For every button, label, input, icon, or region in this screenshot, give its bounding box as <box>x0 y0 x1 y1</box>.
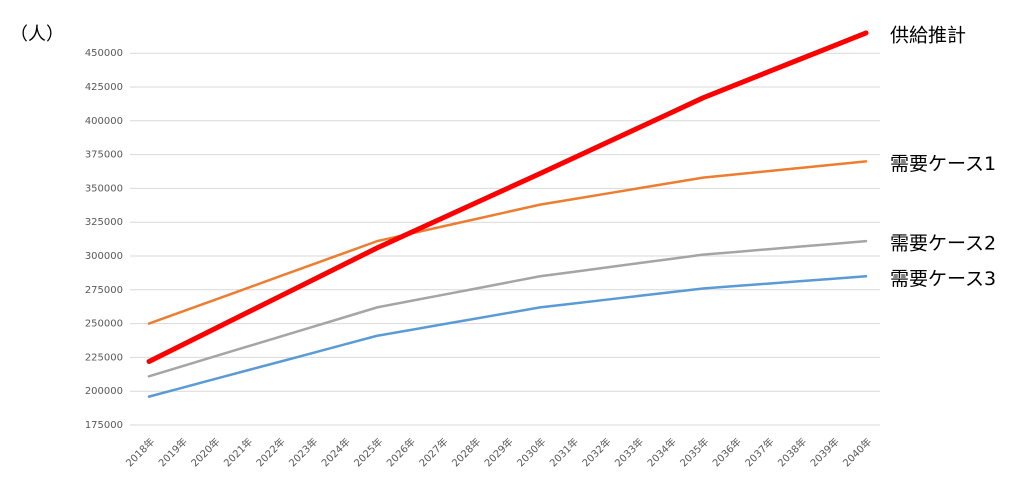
x-tick-label: 2040年 <box>840 435 874 469</box>
y-tick-label: 275000 <box>85 285 123 296</box>
series-line <box>147 239 868 378</box>
x-tick-label: 2035年 <box>677 435 711 469</box>
y-tick-label: 225000 <box>85 352 123 363</box>
unit-label: （人） <box>10 24 64 45</box>
y-tick-label: 375000 <box>85 150 123 161</box>
y-tick-label: 325000 <box>85 217 123 228</box>
series-label: 需要ケース3 <box>890 268 996 290</box>
x-tick-label: 2024年 <box>319 435 353 469</box>
y-tick-label: 425000 <box>85 82 123 93</box>
x-tick-label: 2021年 <box>221 435 255 469</box>
series-label: 需要ケース2 <box>890 233 996 255</box>
x-tick-label: 2028年 <box>449 435 483 469</box>
series-label: 供給推計 <box>890 24 966 46</box>
x-tick-label: 2036年 <box>710 435 744 469</box>
series-label: 需要ケース1 <box>890 153 996 175</box>
x-tick-label: 2026年 <box>384 435 418 469</box>
x-tick-label: 2037年 <box>742 435 776 469</box>
y-tick-label: 300000 <box>85 251 123 262</box>
series-line <box>147 275 868 398</box>
x-tick-label: 2038年 <box>775 435 809 469</box>
x-tick-label: 2034年 <box>644 435 678 469</box>
x-tick-label: 2027年 <box>416 435 450 469</box>
x-tick-label: 2019年 <box>156 435 190 469</box>
x-tick-label: 2031年 <box>547 435 581 469</box>
x-tick-label: 2022年 <box>253 435 287 469</box>
x-tick-label: 2020年 <box>188 435 222 469</box>
x-tick-label: 2030年 <box>514 435 548 469</box>
y-tick-label: 400000 <box>85 116 123 127</box>
x-tick-label: 2039年 <box>807 435 841 469</box>
x-tick-label: 2033年 <box>612 435 646 469</box>
y-tick-label: 450000 <box>85 48 123 59</box>
x-tick-label: 2018年 <box>123 435 157 469</box>
x-tick-label: 2025年 <box>351 435 385 469</box>
x-tick-label: 2029年 <box>481 435 515 469</box>
y-tick-label: 250000 <box>85 319 123 330</box>
series-line <box>146 30 869 364</box>
y-tick-label: 350000 <box>85 183 123 194</box>
y-tick-label: 200000 <box>85 386 123 397</box>
series-line <box>147 160 868 325</box>
x-tick-label: 2032年 <box>579 435 613 469</box>
y-tick-label: 175000 <box>85 420 123 431</box>
x-tick-label: 2023年 <box>286 435 320 469</box>
